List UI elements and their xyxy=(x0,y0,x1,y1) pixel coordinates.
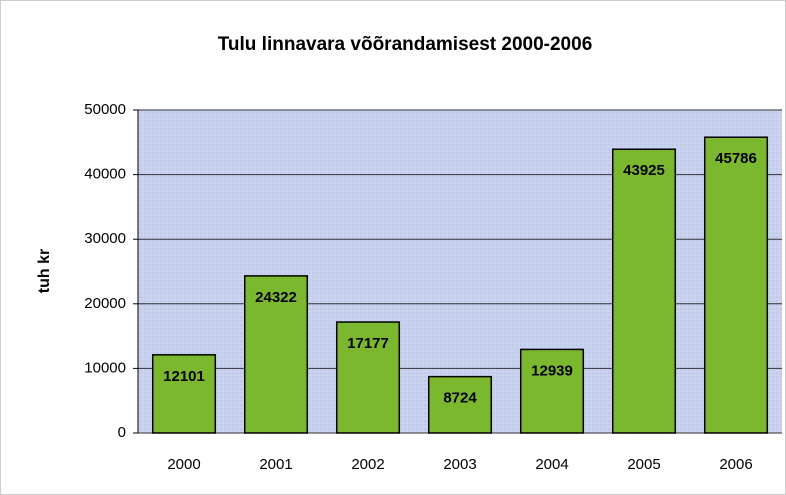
y-tick-label: 20000 xyxy=(84,295,126,312)
data-label: 8724 xyxy=(443,390,477,407)
x-tick-label: 2006 xyxy=(719,456,752,473)
x-tick-label: 2003 xyxy=(443,456,476,473)
x-tick-label: 2000 xyxy=(167,456,200,473)
data-label: 24322 xyxy=(255,289,297,306)
bar xyxy=(611,148,677,434)
data-label: 17177 xyxy=(347,335,389,352)
y-axis-label: tuh kr xyxy=(36,249,53,293)
x-tick-label: 2001 xyxy=(259,456,292,473)
data-label: 12939 xyxy=(531,362,573,379)
y-tick-label: 10000 xyxy=(84,359,126,376)
x-tick-label: 2002 xyxy=(351,456,384,473)
y-tick-label: 30000 xyxy=(84,230,126,247)
data-label: 45786 xyxy=(715,150,757,167)
y-tick-label: 0 xyxy=(118,424,126,441)
bar xyxy=(243,275,309,434)
bar xyxy=(703,136,769,434)
bar xyxy=(335,321,401,434)
bar xyxy=(519,348,585,434)
x-tick-label: 2005 xyxy=(627,456,660,473)
data-label: 12101 xyxy=(163,368,205,385)
x-tick-label: 2004 xyxy=(535,456,568,473)
chart-title: Tulu linnavara võõrandamisest 2000-2006 xyxy=(218,34,593,55)
bar xyxy=(427,375,493,434)
data-label: 43925 xyxy=(623,162,665,179)
bar xyxy=(151,354,217,434)
y-tick-label: 50000 xyxy=(84,101,126,118)
y-tick-label: 40000 xyxy=(84,166,126,183)
